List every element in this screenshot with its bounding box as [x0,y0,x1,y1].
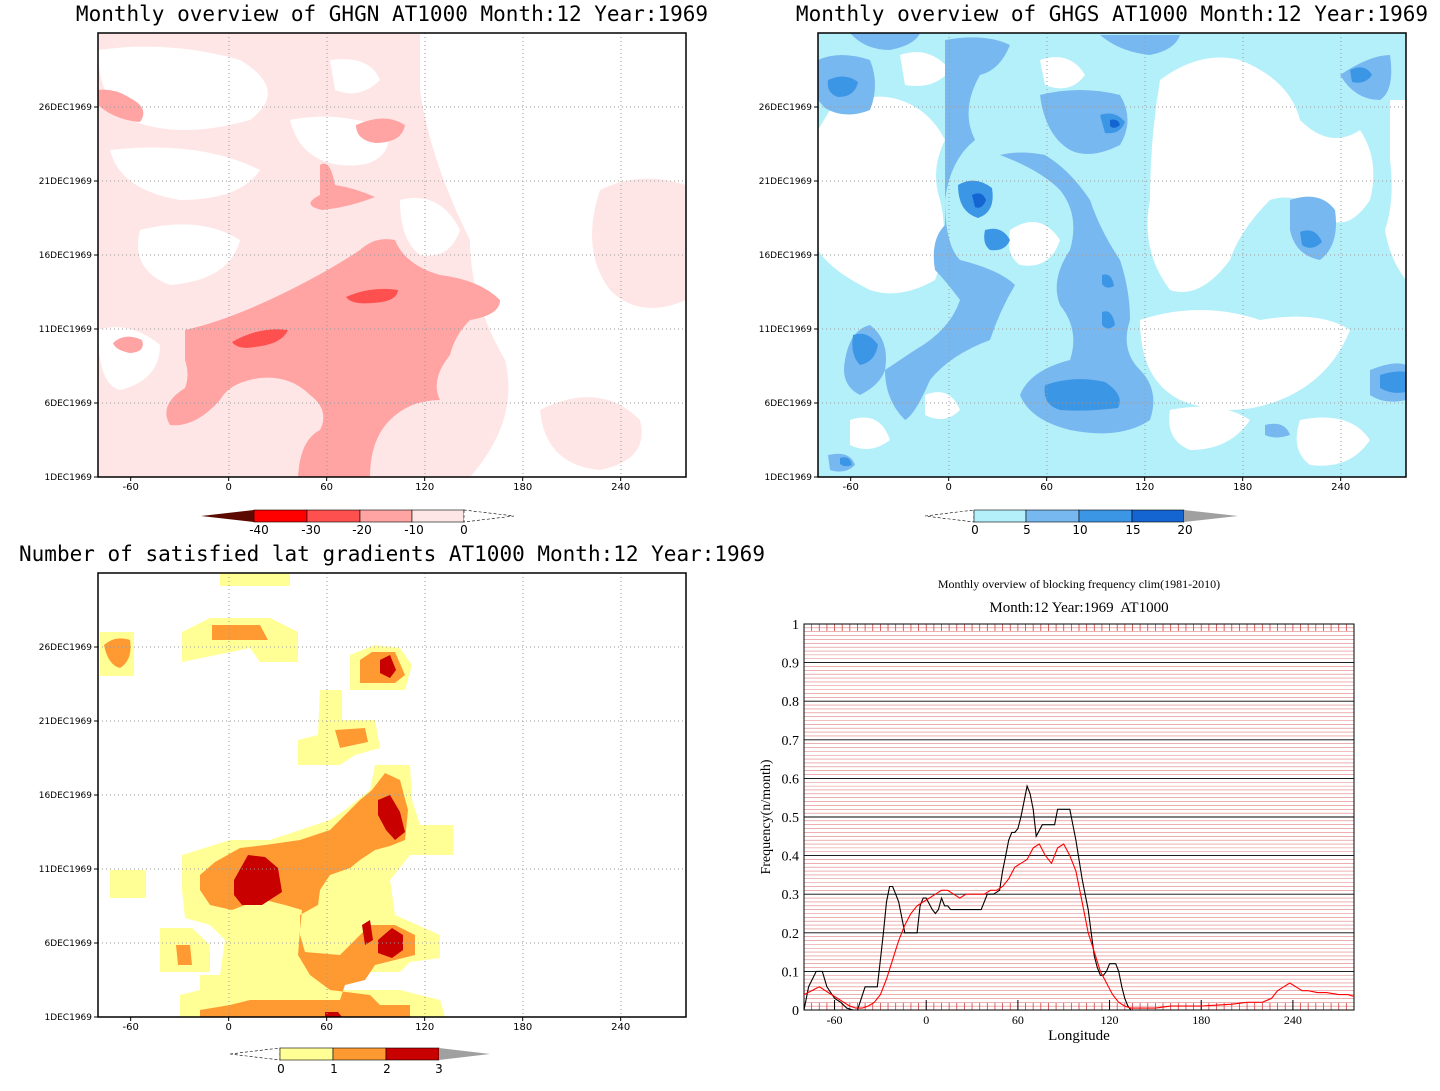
panel-blocking-xlabel: Longitude [1048,1028,1110,1044]
x-tick-label: 60 [320,1022,333,1033]
ghgn-colorbar-label: -20 [352,523,372,537]
y-tick-label: 6DEC1969 [44,399,92,409]
y-tick-label: 6DEC1969 [44,939,92,949]
y-tick-label: 11DEC1969 [39,325,93,335]
y-tick-label: 26DEC1969 [759,103,813,113]
panel-blocking-series [804,784,1354,1010]
y-tick-label: 16DEC1969 [759,251,813,261]
panel-ghgn-colorbar: -40 -30 -20 -10 0 [201,509,515,537]
ghgn-colorbar-label: -30 [301,523,321,537]
y-tick-label: 0.5 [782,811,800,826]
x-tick-label: 60 [1012,1013,1024,1027]
y-tick-label: 26DEC1969 [39,103,93,113]
panel-ghgs: Monthly overview of GHGS AT1000 Month:12… [759,2,1428,537]
y-tick-label: 16DEC1969 [39,791,93,801]
panel-latgrad-axes: -60 0 60 120 180 240 1DEC1969 6DEC1969 11DEC1969… [39,643,630,1033]
x-tick-label: 240 [611,482,630,493]
x-tick-label: 60 [320,482,333,493]
x-tick-label: 240 [1284,1013,1302,1027]
y-tick-label: 0.9 [782,657,800,672]
panel-ghgn-axes: -60 0 60 120 180 240 1DEC1969 6DEC1969 11DEC1969… [39,103,630,493]
x-tick-label: 0 [225,482,231,493]
y-tick-label: 1DEC1969 [764,473,812,483]
panel-ghgn-field [98,33,686,477]
panel-ghgn-title: Monthly overview of GHGN AT1000 Month:12… [76,2,708,26]
panel-blocking-axes: -60 0 60 120 180 240 0 0.1 0.2 0.3 0.4 0.5 0.6 0.7 0.8… [782,618,1302,1027]
latgrad-colorbar-label: 0 [277,1062,285,1076]
y-tick-label: 26DEC1969 [39,643,93,653]
panel-ghgs-colorbar: 0 5 10 15 20 [924,509,1238,537]
panel-blocking-grid [803,624,1355,1010]
y-tick-label: 1DEC1969 [44,1013,92,1023]
x-tick-label: -60 [122,1022,138,1033]
y-tick-label: 0.3 [782,888,800,903]
x-tick-label: 120 [415,1022,434,1033]
panel-ghgs-title: Monthly overview of GHGS AT1000 Month:12… [796,2,1428,26]
y-tick-label: 6DEC1969 [764,399,812,409]
series-line [804,843,1354,1009]
x-tick-label: 180 [1192,1013,1210,1027]
ghgs-colorbar-label: 15 [1125,523,1140,537]
x-tick-label: 0 [923,1013,929,1027]
x-tick-label: -60 [842,482,858,493]
latgrad-colorbar-label: 3 [435,1062,443,1076]
panel-ghgs-axes: -60 0 60 120 180 240 1DEC1969 6DEC1969 11DEC1969… [759,103,1350,493]
x-tick-label: 120 [415,482,434,493]
y-tick-label: 11DEC1969 [39,865,93,875]
ghgs-colorbar-label: 20 [1177,523,1192,537]
y-tick-label: 0.2 [782,927,800,942]
ghgn-colorbar-label: -10 [404,523,424,537]
series-line [804,784,1354,1010]
x-tick-label: 240 [1331,482,1350,493]
panel-blocking-subtitle: Month:12 Year:1969 AT1000 [989,600,1168,616]
y-tick-label: 0.7 [782,734,800,749]
x-tick-label: 120 [1135,482,1154,493]
panel-latgrad-colorbar: 0 1 2 3 [229,1047,490,1076]
ghgs-colorbar-label: 10 [1072,523,1087,537]
x-tick-label: 0 [225,1022,231,1033]
panel-ghgs-field [818,33,1406,477]
ghgs-colorbar-label: 0 [971,523,979,537]
latgrad-colorbar-label: 2 [383,1062,391,1076]
latgrad-colorbar-label: 1 [330,1062,338,1076]
ghgn-colorbar-label: 0 [460,523,468,537]
y-tick-label: 0 [792,1004,799,1019]
panel-blocking-ylabel: Frequency(n/month) [759,759,774,874]
x-tick-label: 0 [945,482,951,493]
x-tick-label: 60 [1040,482,1053,493]
x-tick-label: 240 [611,1022,630,1033]
x-tick-label: 120 [1101,1013,1119,1027]
y-tick-label: 0.6 [782,772,800,787]
y-tick-label: 21DEC1969 [39,717,93,727]
panel-latgrad-title: Number of satisfied lat gradients AT1000… [19,542,765,566]
y-tick-label: 0.8 [782,695,800,710]
y-tick-label: 21DEC1969 [39,177,93,187]
x-tick-label: 180 [1233,482,1252,493]
y-tick-label: 0.4 [782,850,800,865]
panel-ghgn: Monthly overview of GHGN AT1000 Month:12… [39,2,708,537]
y-tick-label: 21DEC1969 [759,177,813,187]
x-tick-label: 180 [513,1022,532,1033]
x-tick-label: 180 [513,482,532,493]
y-tick-label: 11DEC1969 [759,325,813,335]
x-tick-label: -60 [827,1013,843,1027]
panel-blocking: Monthly overview of blocking frequency c… [759,577,1355,1044]
y-tick-label: 0.1 [782,965,800,980]
y-tick-label: 1DEC1969 [44,473,92,483]
x-tick-label: -60 [122,482,138,493]
ghgs-colorbar-label: 5 [1023,523,1031,537]
panel-blocking-title: Monthly overview of blocking frequency c… [938,577,1220,591]
y-tick-label: 1 [792,618,799,633]
y-tick-label: 16DEC1969 [39,251,93,261]
panel-latgrad-field [98,573,686,1017]
ghgn-colorbar-label: -40 [249,523,269,537]
panel-latgrad: Number of satisfied lat gradients AT1000… [19,542,765,1076]
